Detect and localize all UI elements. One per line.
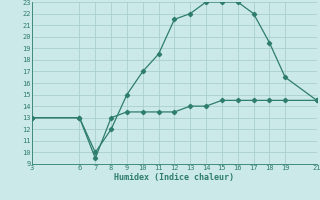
X-axis label: Humidex (Indice chaleur): Humidex (Indice chaleur) — [115, 173, 234, 182]
